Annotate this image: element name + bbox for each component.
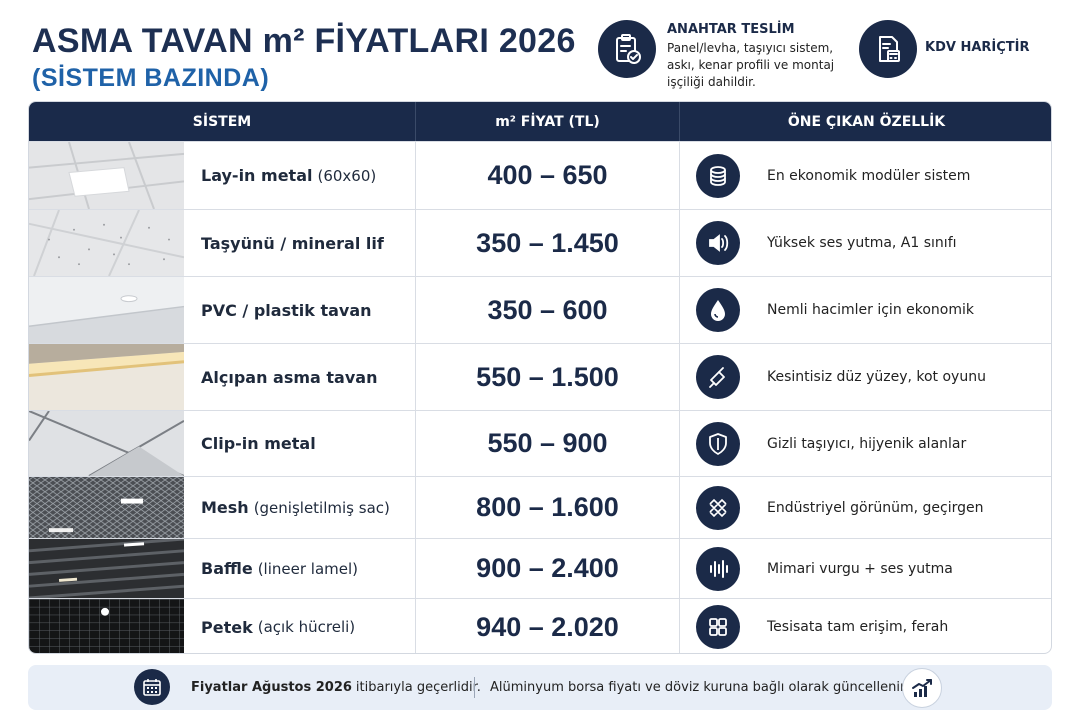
table-row: Mesh (genişletilmiş sac) 800 – 1.600 End…	[29, 476, 1051, 538]
system-name: Mesh	[201, 498, 249, 517]
system-name: Taşyünü / mineral lif	[201, 233, 384, 253]
calculator-document-icon	[859, 20, 917, 78]
shield-icon	[696, 421, 740, 466]
feature-text: Mimari vurgu + ses yutma	[767, 560, 953, 577]
trend-up-chart-icon	[902, 668, 942, 708]
price-update-note: Alüminyum borsa fiyatı ve döviz kuruna b…	[490, 680, 909, 695]
footer-divider	[474, 677, 475, 698]
column-header-feature: ÖNE ÇIKAN ÖZELLİK	[679, 102, 1051, 141]
feature-text: Gizli taşıyıcı, hijyenik alanlar	[767, 435, 967, 452]
system-note: (lineer lamel)	[257, 559, 359, 578]
price-range: 940 – 2.020	[415, 599, 679, 653]
water-drop-icon	[696, 288, 740, 332]
feature-text: Kesintisiz düz yüzey, kot oyunu	[767, 369, 986, 385]
turnkey-title: ANAHTAR TESLİM	[667, 22, 795, 37]
table-row: PVC / plastik tavan 350 – 600 Nemli haci…	[29, 276, 1051, 343]
price-range: 550 – 900	[415, 411, 679, 476]
price-range: 550 – 1.500	[415, 344, 679, 410]
coins-stack-icon	[696, 153, 740, 198]
system-note: (60x60)	[317, 166, 377, 185]
table-row: Clip-in metal 550 – 900 Gizli taşıyıcı, …	[29, 410, 1051, 476]
vat-excluded-label: KDV HARİÇTİR	[925, 40, 1030, 55]
table-row: Petek (açık hücreli) 940 – 2.020 Tesisat…	[29, 598, 1051, 653]
validity-date: Fiyatlar Ağustos 2026	[191, 680, 352, 695]
price-range: 900 – 2.400	[415, 539, 679, 598]
plasterboard-thumbnail	[29, 344, 184, 410]
mesh-grid-icon	[696, 485, 740, 530]
calendar-icon	[134, 669, 170, 705]
feature-text: Nemli hacimler için ekonomik	[767, 302, 974, 318]
system-name: Clip-in metal	[201, 434, 316, 453]
lay-in-metal-thumbnail	[29, 142, 184, 209]
mesh-thumbnail	[29, 477, 184, 538]
footer-note-bar: Fiyatlar Ağustos 2026 itibarıyla geçerli…	[28, 665, 1052, 710]
trowel-icon	[696, 355, 740, 399]
system-note: (açık hücreli)	[257, 618, 356, 636]
price-range: 800 – 1.600	[415, 477, 679, 538]
baffle-thumbnail	[29, 539, 184, 598]
pvc-ceiling-thumbnail	[29, 277, 184, 343]
system-name: Lay-in metal	[201, 166, 313, 185]
price-table: SİSTEM m² FİYAT (TL) ÖNE ÇIKAN ÖZELLİK L…	[28, 101, 1052, 654]
table-row: Taşyünü / mineral lif 350 – 1.450 Yüksek…	[29, 209, 1051, 276]
system-name: Petek	[201, 617, 253, 637]
table-row: Baffle (lineer lamel) 900 – 2.400 Mimari…	[29, 538, 1051, 598]
system-name: Baffle	[201, 559, 253, 578]
system-name: Alçıpan asma tavan	[201, 367, 378, 387]
grid-cells-icon	[696, 605, 740, 649]
page-title: ASMA TAVAN m² FİYATLARI 2026	[32, 22, 576, 60]
table-row: Lay-in metal (60x60) 400 – 650 En ekonom…	[29, 141, 1051, 209]
clipboard-check-icon	[598, 20, 656, 78]
turnkey-description: Panel/levha, taşıyıcı sistem, askı, kena…	[667, 41, 835, 89]
table-header: SİSTEM m² FİYAT (TL) ÖNE ÇIKAN ÖZELLİK	[29, 102, 1051, 141]
price-range: 350 – 1.450	[415, 210, 679, 276]
feature-text: Endüstriyel görünüm, geçirgen	[767, 499, 984, 516]
system-note: (genişletilmiş sac)	[253, 498, 390, 517]
speaker-sound-icon	[696, 221, 740, 265]
table-row: Alçıpan asma tavan 550 – 1.500 Kesintisi…	[29, 343, 1051, 410]
clip-in-metal-thumbnail	[29, 411, 184, 476]
page-subtitle: (SİSTEM BAZINDA)	[32, 64, 270, 92]
feature-text: Yüksek ses yutma, A1 sınıfı	[767, 235, 957, 251]
price-range: 350 – 600	[415, 277, 679, 343]
sound-wave-icon	[696, 546, 740, 591]
feature-text: Tesisata tam erişim, ferah	[767, 619, 949, 635]
system-name: PVC / plastik tavan	[201, 300, 372, 320]
price-range: 400 – 650	[415, 142, 679, 209]
validity-note: itibarıyla geçerlidir.	[355, 680, 481, 695]
column-header-system: SİSTEM	[192, 113, 252, 130]
mineral-fiber-thumbnail	[29, 210, 184, 276]
feature-text: En ekonomik modüler sistem	[767, 167, 971, 184]
open-cell-thumbnail	[29, 599, 184, 653]
column-header-price: m² FİYAT (TL)	[415, 102, 679, 141]
